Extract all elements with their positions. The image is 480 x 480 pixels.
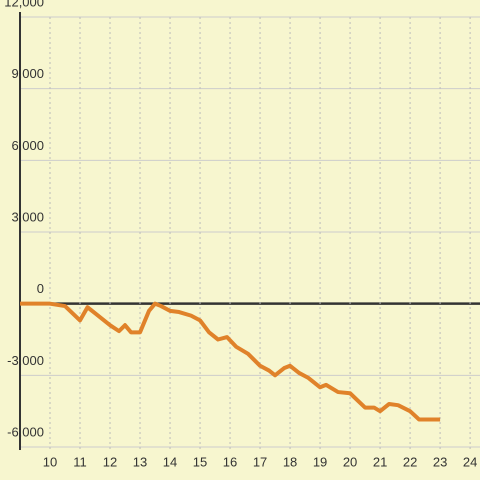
- x-tick-label: 23: [433, 454, 447, 469]
- x-tick-label: 13: [133, 454, 147, 469]
- x-tick-label: 15: [193, 454, 207, 469]
- y-tick-label: -3,000: [7, 353, 44, 368]
- y-tick-label: 9,000: [11, 66, 44, 81]
- x-tick-label: 21: [373, 454, 387, 469]
- x-tick-label: 18: [283, 454, 297, 469]
- x-tick-label: 20: [343, 454, 357, 469]
- y-tick-label: 6,000: [11, 138, 44, 153]
- x-tick-label: 12: [103, 454, 117, 469]
- y-tick-label: 12,000: [4, 0, 44, 9]
- x-tick-label: 19: [313, 454, 327, 469]
- x-tick-label: 16: [223, 454, 237, 469]
- y-tick-label: 0: [37, 281, 44, 296]
- y-tick-label: 3,000: [11, 209, 44, 224]
- x-tick-label: 17: [253, 454, 267, 469]
- x-tick-label: 11: [73, 454, 87, 469]
- x-tick-label: 22: [403, 454, 417, 469]
- y-tick-label: -6,000: [7, 424, 44, 439]
- x-tick-label: 14: [163, 454, 177, 469]
- x-tick-label: 10: [43, 454, 57, 469]
- data-line: [20, 301, 441, 422]
- x-tick-label: 24: [463, 454, 477, 469]
